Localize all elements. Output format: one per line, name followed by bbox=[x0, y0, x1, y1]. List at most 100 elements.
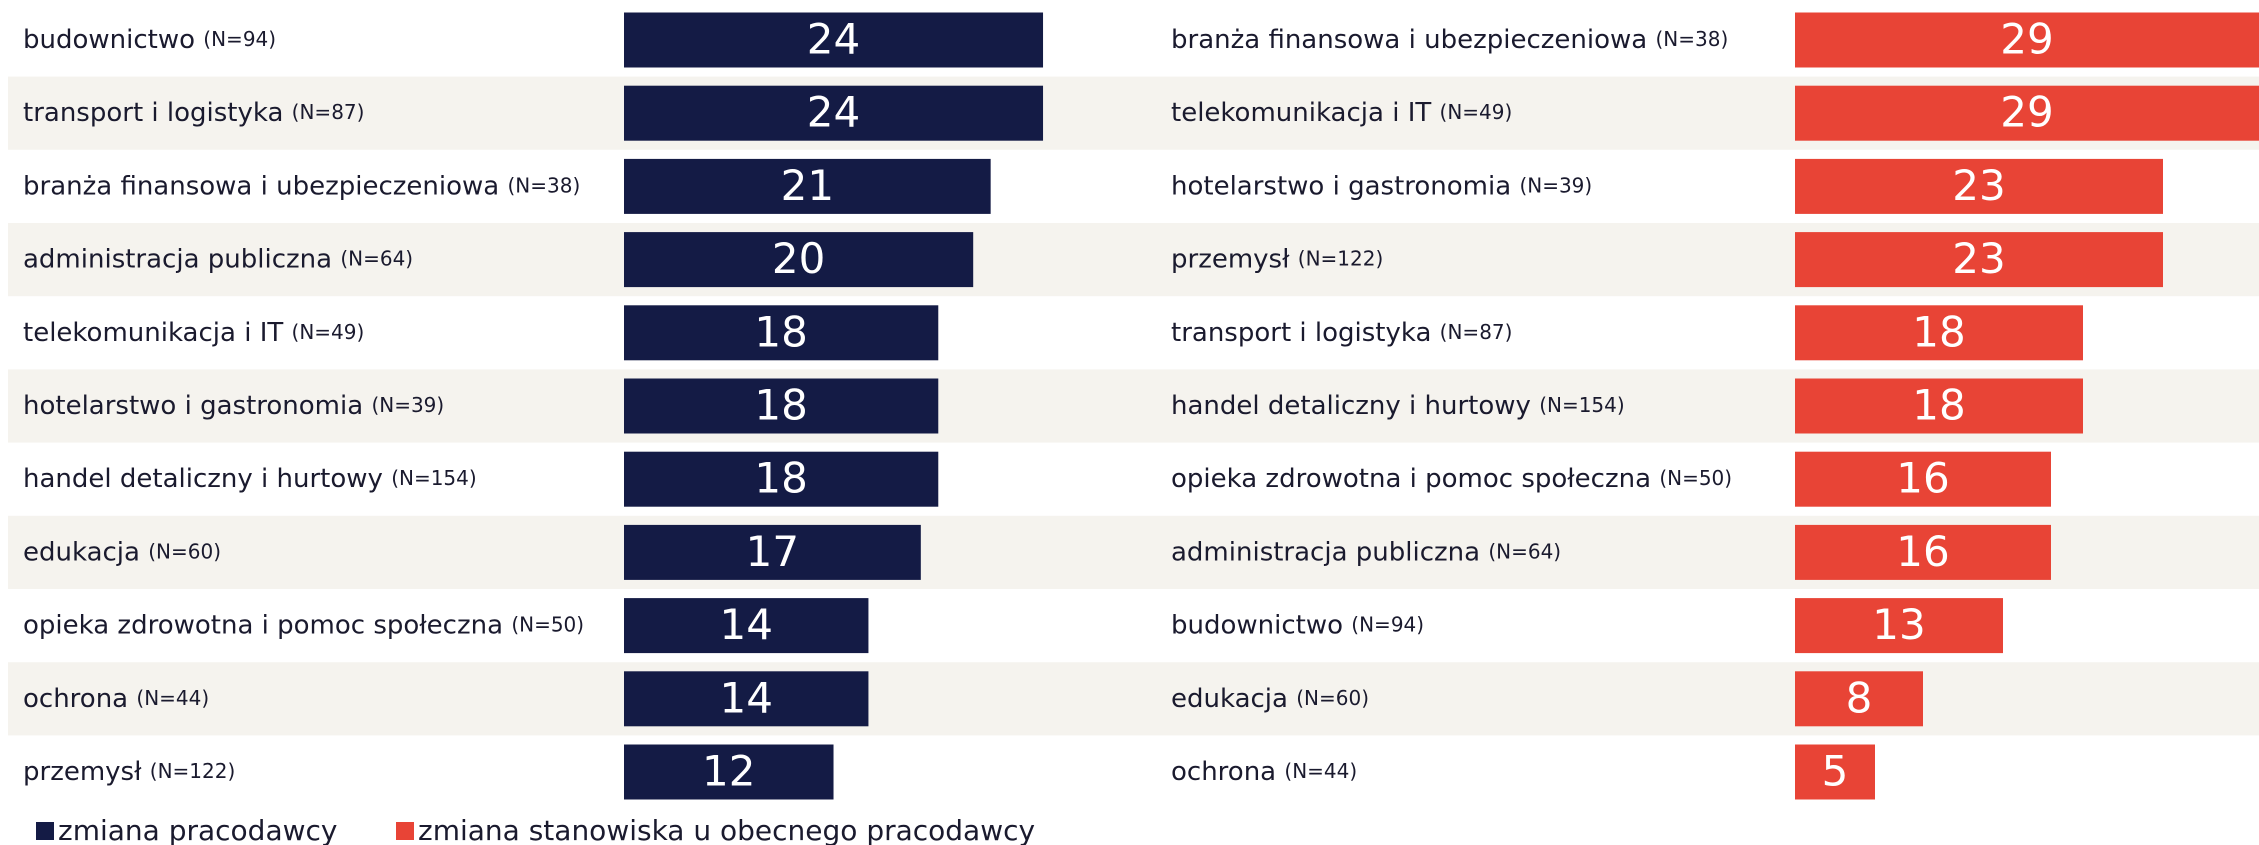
category-label: budownictwo (N=94) bbox=[23, 25, 276, 55]
sample-size: (N=87) bbox=[1440, 319, 1513, 343]
bar bbox=[624, 305, 939, 361]
category-name: handel detaliczny i hurtowy bbox=[23, 464, 383, 494]
category-name: hotelarstwo i gastronomia bbox=[23, 391, 363, 421]
legend-label: zmiana stanowiska u obecnego pracodawcy bbox=[418, 814, 1035, 845]
value-label: 16 bbox=[1896, 527, 1949, 576]
value-label: 14 bbox=[719, 673, 772, 722]
value-label: 16 bbox=[1896, 454, 1949, 503]
category-name: przemysł bbox=[23, 757, 142, 787]
legend-swatch bbox=[396, 822, 414, 840]
sample-size: (N=38) bbox=[1655, 27, 1728, 51]
sample-size: (N=49) bbox=[1440, 100, 1513, 124]
sample-size: (N=94) bbox=[203, 27, 276, 51]
bar bbox=[1795, 305, 2083, 361]
bar bbox=[624, 744, 834, 800]
category-label: handel detaliczny i hurtowy (N=154) bbox=[1171, 391, 1625, 421]
category-name: telekomunikacja i IT bbox=[23, 317, 283, 347]
bar bbox=[1795, 671, 1923, 727]
category-name: opieka zdrowotna i pomoc społeczna bbox=[23, 610, 503, 640]
value-label: 20 bbox=[772, 234, 825, 283]
value-label: 17 bbox=[746, 527, 799, 576]
row-stripe bbox=[8, 662, 1150, 736]
bar bbox=[1795, 524, 2051, 580]
sample-size: (N=39) bbox=[371, 393, 444, 417]
row-stripe bbox=[8, 369, 1150, 443]
legend-label: zmiana pracodawcy bbox=[58, 814, 337, 845]
bar bbox=[1795, 378, 2083, 434]
value-label: 18 bbox=[754, 454, 807, 503]
value-label: 13 bbox=[1872, 600, 1925, 649]
sample-size: (N=122) bbox=[1298, 246, 1384, 270]
category-label: przemysł (N=122) bbox=[23, 757, 235, 787]
category-name: budownictwo bbox=[1171, 610, 1343, 640]
sample-size: (N=60) bbox=[148, 539, 221, 563]
category-name: branża finansowa i ubezpieczeniowa bbox=[23, 171, 499, 201]
category-name: telekomunikacja i IT bbox=[1171, 98, 1431, 128]
value-label: 21 bbox=[781, 161, 834, 210]
sample-size: (N=154) bbox=[1539, 393, 1625, 417]
sample-size: (N=64) bbox=[340, 246, 413, 270]
category-label: telekomunikacja i IT (N=49) bbox=[1171, 98, 1512, 128]
value-label: 18 bbox=[1912, 381, 1965, 430]
bar bbox=[1795, 744, 1875, 800]
value-label: 18 bbox=[754, 307, 807, 356]
category-label: transport i logistyka (N=87) bbox=[1171, 317, 1512, 347]
category-label: opieka zdrowotna i pomoc społeczna (N=50… bbox=[23, 610, 584, 640]
category-name: edukacja bbox=[23, 537, 140, 567]
category-name: edukacja bbox=[1171, 683, 1288, 713]
value-label: 8 bbox=[1846, 673, 1873, 722]
sample-size: (N=38) bbox=[507, 173, 580, 197]
category-label: budownictwo (N=94) bbox=[1171, 610, 1424, 640]
category-name: przemysł bbox=[1171, 244, 1290, 274]
category-label: edukacja (N=60) bbox=[1171, 683, 1369, 713]
value-label: 29 bbox=[2000, 88, 2053, 137]
category-label: transport i logistyka (N=87) bbox=[23, 98, 364, 128]
sample-size: (N=44) bbox=[1284, 759, 1357, 783]
sample-size: (N=49) bbox=[292, 319, 365, 343]
sample-size: (N=39) bbox=[1519, 173, 1592, 197]
sample-size: (N=122) bbox=[150, 759, 236, 783]
bar bbox=[624, 85, 1044, 141]
bar bbox=[624, 12, 1044, 68]
bar bbox=[624, 451, 939, 507]
category-label: ochrona (N=44) bbox=[1171, 757, 1357, 787]
category-name: opieka zdrowotna i pomoc społeczna bbox=[1171, 464, 1651, 494]
value-label: 18 bbox=[754, 381, 807, 430]
value-label: 5 bbox=[1822, 747, 1849, 796]
category-label: ochrona (N=44) bbox=[23, 683, 209, 713]
sample-size: (N=87) bbox=[292, 100, 365, 124]
bar bbox=[1795, 85, 2259, 141]
category-label: hotelarstwo i gastronomia (N=39) bbox=[1171, 171, 1592, 201]
row-stripe bbox=[1150, 662, 2259, 736]
category-label: hotelarstwo i gastronomia (N=39) bbox=[23, 391, 444, 421]
bar bbox=[624, 232, 974, 288]
category-label: edukacja (N=60) bbox=[23, 537, 221, 567]
category-label: przemysł (N=122) bbox=[1171, 244, 1383, 274]
bar bbox=[1795, 12, 2259, 68]
bar bbox=[624, 378, 939, 434]
value-label: 29 bbox=[2000, 15, 2053, 64]
category-name: ochrona bbox=[1171, 757, 1276, 787]
sample-size: (N=60) bbox=[1296, 685, 1369, 709]
category-label: opieka zdrowotna i pomoc społeczna (N=50… bbox=[1171, 464, 1732, 494]
category-name: ochrona bbox=[23, 683, 128, 713]
category-label: handel detaliczny i hurtowy (N=154) bbox=[23, 464, 477, 494]
value-label: 23 bbox=[1952, 161, 2005, 210]
category-label: telekomunikacja i IT (N=49) bbox=[23, 317, 364, 347]
row-stripe bbox=[1150, 515, 2259, 589]
value-label: 23 bbox=[1952, 234, 2005, 283]
value-label: 18 bbox=[1912, 307, 1965, 356]
sample-size: (N=154) bbox=[391, 466, 477, 490]
value-label: 14 bbox=[719, 600, 772, 649]
bar bbox=[1795, 451, 2051, 507]
bar bbox=[624, 671, 869, 727]
category-name: hotelarstwo i gastronomia bbox=[1171, 171, 1511, 201]
category-label: branża finansowa i ubezpieczeniowa (N=38… bbox=[1171, 25, 1728, 55]
row-stripe bbox=[8, 515, 1150, 589]
sample-size: (N=50) bbox=[511, 612, 584, 636]
legend-swatch bbox=[36, 822, 54, 840]
bar bbox=[1795, 598, 2003, 654]
category-label: administracja publiczna (N=64) bbox=[23, 244, 413, 274]
bar bbox=[624, 158, 991, 214]
